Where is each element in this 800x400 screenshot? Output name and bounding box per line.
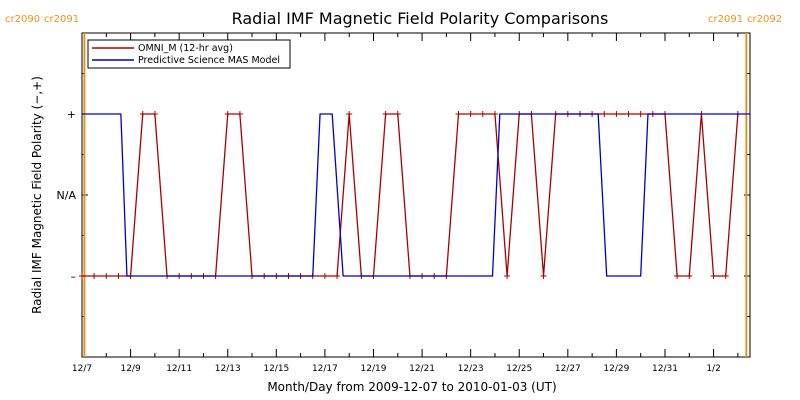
data-point bbox=[613, 111, 620, 117]
x-tick-label: 12/11 bbox=[166, 364, 192, 374]
data-point bbox=[674, 273, 681, 279]
series-layer bbox=[79, 111, 750, 279]
x-tick-labels: 12/7 12/9 12/11 12/13 12/15 12/17 12/19 12/21 12… bbox=[72, 364, 721, 374]
legend-box bbox=[87, 39, 291, 69]
y-tick-label: – bbox=[71, 270, 77, 283]
x-tick-label: 12/7 bbox=[72, 364, 92, 374]
data-point bbox=[479, 111, 486, 117]
x-tick-label: 12/31 bbox=[652, 364, 678, 374]
carrington-label-left: cr2090 bbox=[5, 14, 40, 25]
x-axis-label: Month/Day from 2009-12-07 to 2010-01-03 … bbox=[267, 380, 556, 394]
data-point bbox=[722, 273, 729, 279]
legend-entry-omni: OMNI_M (12-hr avg) bbox=[138, 43, 233, 54]
data-point bbox=[334, 273, 341, 279]
x-tick-label: 1/2 bbox=[706, 364, 720, 374]
data-point bbox=[467, 111, 474, 117]
data-point bbox=[601, 111, 608, 117]
y-axis-label: Radial IMF Magnetic Field Polarity (−,+) bbox=[30, 76, 44, 314]
data-point bbox=[455, 111, 462, 117]
x-tick-label: 12/9 bbox=[120, 364, 140, 374]
legend-entry-mas: Predictive Science MAS Model bbox=[138, 55, 280, 66]
x-tick-label: 12/25 bbox=[506, 364, 532, 374]
carrington-label-left: cr2091 bbox=[708, 14, 743, 25]
data-point bbox=[79, 273, 85, 279]
data-point bbox=[394, 111, 401, 117]
data-point bbox=[151, 111, 158, 117]
data-point bbox=[346, 111, 353, 117]
x-tick-label: 12/15 bbox=[263, 364, 289, 374]
data-point bbox=[236, 111, 243, 117]
plot-frame bbox=[81, 32, 751, 358]
series-line-1 bbox=[82, 113, 750, 277]
data-point bbox=[103, 273, 110, 279]
carrington-label-right: cr2092 bbox=[747, 14, 782, 25]
data-point bbox=[637, 111, 644, 117]
x-tick-label: 12/29 bbox=[603, 364, 629, 374]
data-point bbox=[491, 111, 498, 117]
x-tick-label: 12/19 bbox=[361, 364, 387, 374]
carrington-lines bbox=[83, 33, 748, 357]
data-point bbox=[115, 273, 122, 279]
legend: OMNI_M (12-hr avg) Predictive Science MA… bbox=[87, 39, 291, 69]
data-point bbox=[504, 273, 511, 279]
data-point bbox=[91, 273, 98, 279]
y-tick-labels: + N/A – bbox=[57, 108, 77, 283]
data-point bbox=[625, 111, 632, 117]
data-point bbox=[686, 273, 693, 279]
chart-title: Radial IMF Magnetic Field Polarity Compa… bbox=[232, 9, 609, 28]
carrington-labels: cr2090 cr2091 cr2091 cr2092 bbox=[5, 14, 782, 25]
series-line-0 bbox=[82, 113, 739, 277]
data-point bbox=[321, 273, 328, 279]
x-tick-label: 12/27 bbox=[555, 364, 581, 374]
y-tick-label: N/A bbox=[57, 189, 77, 202]
x-tick-label: 12/17 bbox=[312, 364, 338, 374]
x-tick-label: 12/21 bbox=[409, 364, 435, 374]
data-point bbox=[540, 273, 547, 279]
x-tick-label: 12/13 bbox=[215, 364, 241, 374]
y-tick-label: + bbox=[67, 108, 76, 121]
x-tick-label: 12/23 bbox=[458, 364, 484, 374]
data-point bbox=[224, 111, 231, 117]
axis-ticks bbox=[81, 33, 750, 357]
data-point bbox=[139, 111, 146, 117]
data-point bbox=[710, 273, 717, 279]
data-point bbox=[382, 111, 389, 117]
carrington-label-right: cr2091 bbox=[44, 14, 79, 25]
